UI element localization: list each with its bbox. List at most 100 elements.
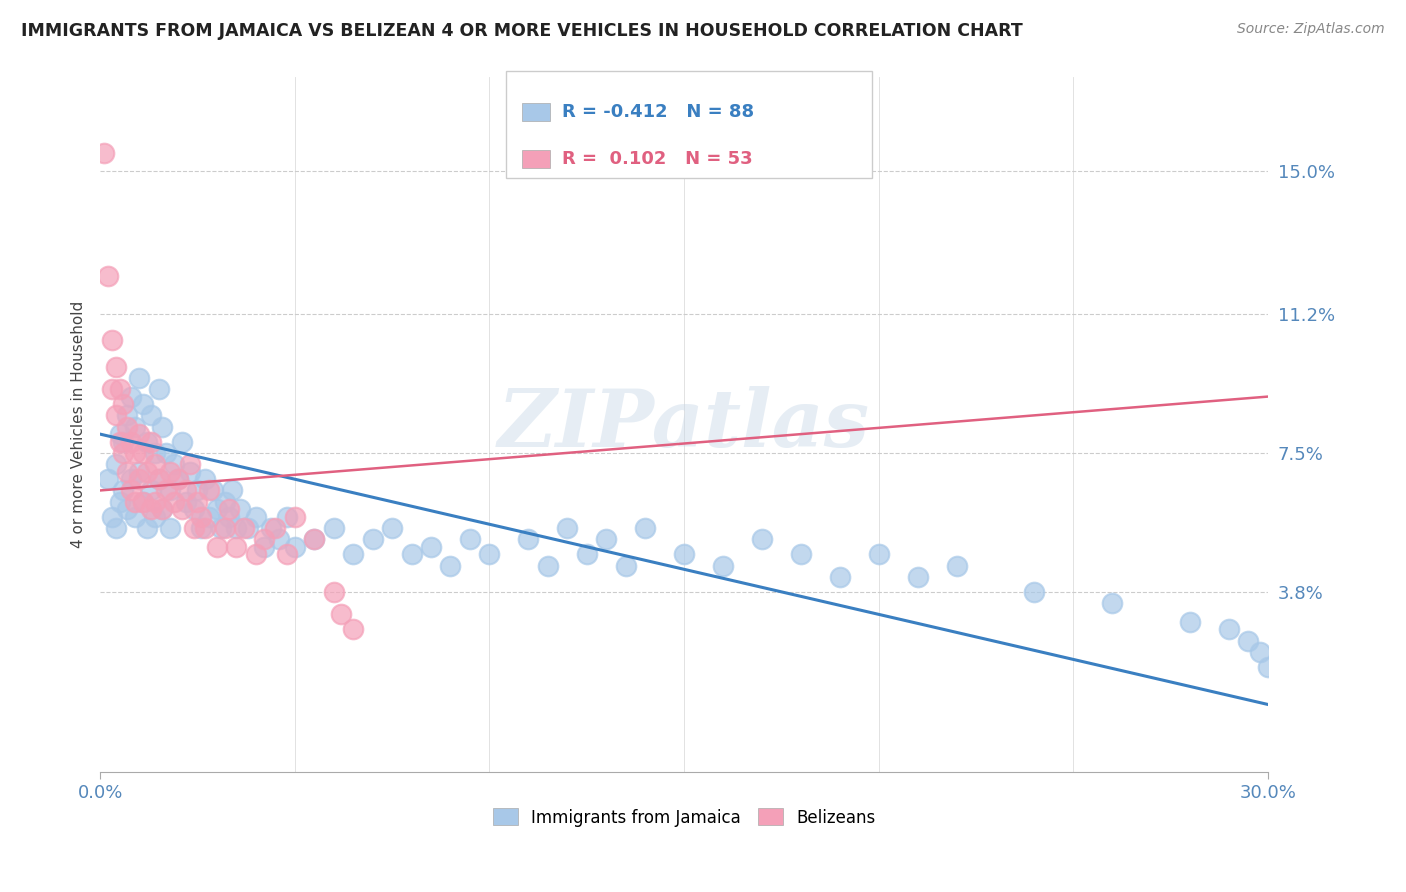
Point — [163, 457, 186, 471]
Point — [120, 472, 142, 486]
Point — [132, 446, 155, 460]
Point — [205, 540, 228, 554]
Point — [152, 419, 174, 434]
Point — [245, 509, 267, 524]
Point — [828, 570, 851, 584]
Point — [183, 502, 205, 516]
Point — [143, 446, 166, 460]
Point — [711, 558, 734, 573]
Point — [186, 483, 208, 498]
Point — [264, 521, 287, 535]
Point — [517, 533, 540, 547]
Point — [143, 509, 166, 524]
Point — [143, 494, 166, 508]
Point — [117, 502, 139, 516]
Point — [209, 521, 232, 535]
Point — [124, 419, 146, 434]
Point — [124, 494, 146, 508]
Point — [120, 483, 142, 498]
Point — [190, 509, 212, 524]
Point — [152, 502, 174, 516]
Point — [97, 472, 120, 486]
Point — [148, 472, 170, 486]
Point — [478, 547, 501, 561]
Point — [221, 483, 243, 498]
Point — [143, 457, 166, 471]
Point — [198, 483, 221, 498]
Point — [439, 558, 461, 573]
Point — [202, 483, 225, 498]
Point — [214, 521, 236, 535]
Legend: Immigrants from Jamaica, Belizeans: Immigrants from Jamaica, Belizeans — [486, 802, 882, 833]
Point — [1178, 615, 1201, 629]
Point — [1024, 584, 1046, 599]
Point — [252, 540, 274, 554]
Point — [252, 533, 274, 547]
Point — [163, 494, 186, 508]
Point — [132, 397, 155, 411]
Point — [120, 434, 142, 449]
Point — [1101, 596, 1123, 610]
Point — [614, 558, 637, 573]
Point — [907, 570, 929, 584]
Point — [155, 446, 177, 460]
Point — [751, 533, 773, 547]
Point — [112, 483, 135, 498]
Point — [302, 533, 325, 547]
Point — [218, 502, 240, 516]
Point — [458, 533, 481, 547]
Point — [124, 509, 146, 524]
Point — [120, 390, 142, 404]
Point — [190, 521, 212, 535]
Point — [198, 509, 221, 524]
Point — [179, 465, 201, 479]
Point — [868, 547, 890, 561]
Point — [159, 483, 181, 498]
Point — [139, 409, 162, 423]
Point — [152, 502, 174, 516]
Point — [194, 472, 217, 486]
Point — [101, 382, 124, 396]
Point — [159, 521, 181, 535]
Point — [174, 494, 197, 508]
Point — [342, 623, 364, 637]
Point — [1218, 623, 1240, 637]
Point — [634, 521, 657, 535]
Point — [97, 269, 120, 284]
Point — [1257, 660, 1279, 674]
Point — [128, 472, 150, 486]
Point — [124, 446, 146, 460]
Point — [108, 434, 131, 449]
Point — [381, 521, 404, 535]
Point — [945, 558, 967, 573]
Point — [132, 494, 155, 508]
Point — [1249, 645, 1271, 659]
Point — [135, 434, 157, 449]
Text: Source: ZipAtlas.com: Source: ZipAtlas.com — [1237, 22, 1385, 37]
Point — [108, 427, 131, 442]
Point — [225, 521, 247, 535]
Text: ZIPatlas: ZIPatlas — [498, 386, 870, 464]
Point — [155, 483, 177, 498]
Point — [159, 465, 181, 479]
Point — [284, 540, 307, 554]
Text: R = -0.412   N = 88: R = -0.412 N = 88 — [562, 103, 755, 121]
Point — [276, 547, 298, 561]
Point — [112, 434, 135, 449]
Point — [167, 472, 190, 486]
Point — [93, 145, 115, 160]
Point — [330, 607, 353, 622]
Point — [401, 547, 423, 561]
Point — [245, 547, 267, 561]
Point — [167, 472, 190, 486]
Point — [104, 521, 127, 535]
Point — [302, 533, 325, 547]
Point — [170, 434, 193, 449]
Point — [104, 409, 127, 423]
Point — [194, 521, 217, 535]
Y-axis label: 4 or more Vehicles in Household: 4 or more Vehicles in Household — [72, 301, 86, 549]
Point — [575, 547, 598, 561]
Point — [276, 509, 298, 524]
Point — [205, 502, 228, 516]
Point — [214, 494, 236, 508]
